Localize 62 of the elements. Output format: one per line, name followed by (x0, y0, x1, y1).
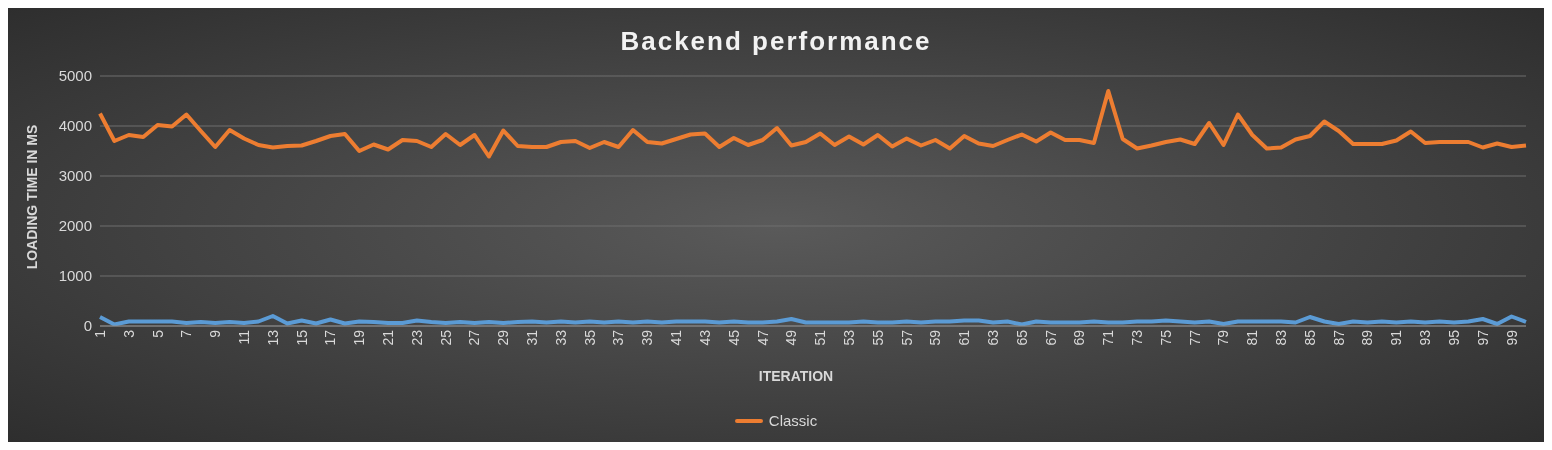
x-tick-label: 53 (840, 329, 857, 346)
y-tick-label: 5000 (58, 67, 92, 85)
legend-label: Classic (768, 412, 818, 429)
x-tick-label: 65 (1013, 329, 1030, 346)
line-series (98, 314, 1528, 326)
x-tick-label: 21 (380, 329, 397, 346)
y-tick-label: 1000 (58, 267, 92, 285)
x-tick-label: 33 (552, 329, 569, 346)
x-tick-label: 59 (927, 329, 944, 346)
y-axis-title: LOADING TIME IN MS (24, 124, 40, 270)
line-series (98, 89, 1528, 159)
x-tick-label: 49 (783, 329, 800, 346)
y-tick-label: 0 (83, 317, 92, 335)
x-tick-label: 13 (264, 329, 281, 346)
x-tick-label: 15 (293, 329, 310, 346)
x-tick-label: 3 (120, 329, 137, 338)
x-tick-label: 17 (322, 329, 339, 346)
x-tick-label: 29 (495, 329, 512, 346)
x-tick-label: 41 (668, 329, 685, 346)
x-tick-label: 61 (956, 329, 973, 346)
x-tick-label: 89 (1359, 329, 1376, 346)
x-tick-label: 55 (869, 329, 886, 346)
x-tick-label: 51 (812, 329, 829, 346)
x-tick-label: 47 (754, 329, 771, 346)
x-tick-label: 19 (351, 329, 368, 346)
x-tick-label: 71 (1100, 329, 1117, 346)
x-tick-label: 81 (1244, 329, 1261, 346)
x-tick-label: 11 (235, 329, 252, 345)
x-tick-label: 93 (1417, 329, 1434, 346)
y-tick-label: 4000 (58, 117, 92, 135)
x-tick-label: 9 (207, 329, 224, 338)
x-tick-label: 67 (1042, 329, 1059, 346)
x-tick-label: 91 (1388, 329, 1405, 346)
x-tick-label: 73 (1129, 329, 1146, 346)
x-tick-label: 77 (1186, 329, 1203, 346)
x-tick-label: 95 (1445, 329, 1462, 346)
x-tick-label: 43 (696, 329, 713, 346)
x-tick-label: 87 (1330, 329, 1347, 346)
x-tick-label: 79 (1215, 329, 1232, 346)
x-tick-label: 27 (466, 329, 483, 346)
x-tick-label: 25 (437, 329, 454, 346)
x-tick-label: 31 (524, 329, 541, 346)
x-tick-label: 69 (1071, 329, 1088, 346)
x-tick-label: 97 (1474, 329, 1491, 346)
x-tick-label: 35 (581, 329, 598, 346)
x-axis-title: ITERATION (757, 368, 835, 384)
x-tick-label: 37 (610, 329, 627, 346)
x-tick-label: 63 (984, 329, 1001, 346)
x-tick-label: 7 (178, 329, 195, 338)
x-tick-label: 23 (408, 329, 425, 346)
y-tick-label: 2000 (58, 217, 92, 235)
x-tick-label: 85 (1301, 329, 1318, 346)
x-tick-label: 1 (91, 329, 108, 338)
x-tick-label: 99 (1503, 329, 1520, 346)
x-tick-label: 5 (149, 329, 166, 338)
x-tick-label: 57 (898, 329, 915, 346)
chart-title: Backend performance (619, 25, 933, 58)
x-tick-label: 75 (1157, 329, 1174, 346)
x-tick-label: 83 (1273, 329, 1290, 346)
x-tick-label: 45 (725, 329, 742, 346)
y-tick-label: 3000 (58, 167, 92, 185)
x-tick-label: 39 (639, 329, 656, 346)
